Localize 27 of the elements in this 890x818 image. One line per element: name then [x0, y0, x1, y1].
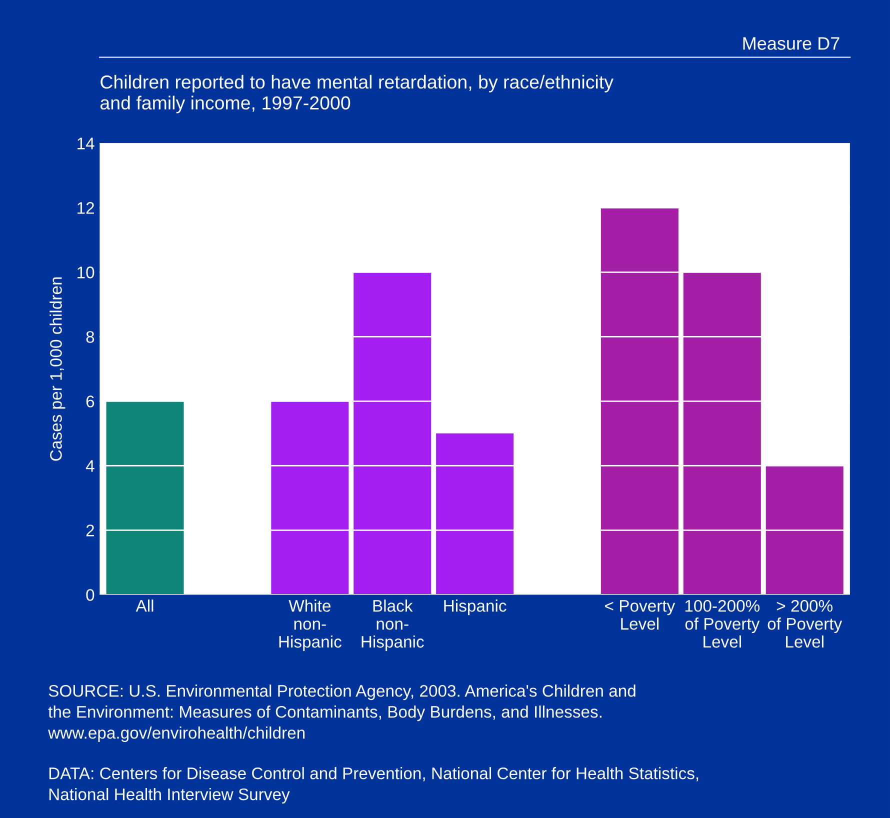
- x-tick-label: < Poverty Level: [605, 600, 676, 630]
- y-tick-label: 2: [86, 524, 94, 536]
- y-tick-label: 8: [86, 331, 94, 343]
- chart-title: Measure D7: [743, 37, 840, 50]
- y-tick-label: 10: [78, 266, 94, 278]
- bar: [436, 433, 514, 595]
- y-tick-label: 0: [86, 589, 94, 601]
- x-tick-label: > 200% of Poverty Level: [768, 600, 842, 648]
- x-tick-label: 100-200% of Poverty Level: [685, 600, 760, 648]
- bar: [766, 466, 844, 595]
- x-tick-label: Black non- Hispanic: [362, 600, 424, 651]
- text: DATA: Centers for Disease Control and Prevention, National Center for Health Statistics, National Health Interview Survey: [49, 767, 698, 804]
- x-tick-label: Hispanic: [444, 600, 506, 616]
- source-note: SOURCE: U.S. Environmental Protection Agency, 2003. America's Children and the Environment: Measures of Contaminants, Body Burdens, and Illnesses. www.epa.gov/envirohealth/children: [48, 684, 636, 742]
- bar: [106, 401, 184, 595]
- x-tick-label: All: [136, 600, 154, 612]
- y-tick-label: 6: [86, 396, 94, 408]
- y-tick-label: 12: [78, 202, 94, 214]
- x-tick-label: White non- Hispanic: [279, 600, 342, 651]
- bar: [683, 272, 761, 595]
- y-tick-label: 4: [86, 460, 94, 472]
- chart-subtitle: Children reported to have mental retardation, by race/ethnicity and family income, 1997-2000: [100, 74, 614, 114]
- y-tick-label: 14: [78, 138, 94, 150]
- bar: [354, 272, 432, 595]
- bar: [271, 401, 349, 595]
- bar: [600, 208, 678, 595]
- y-axis-title: Cases per 1,000 children: [50, 277, 66, 461]
